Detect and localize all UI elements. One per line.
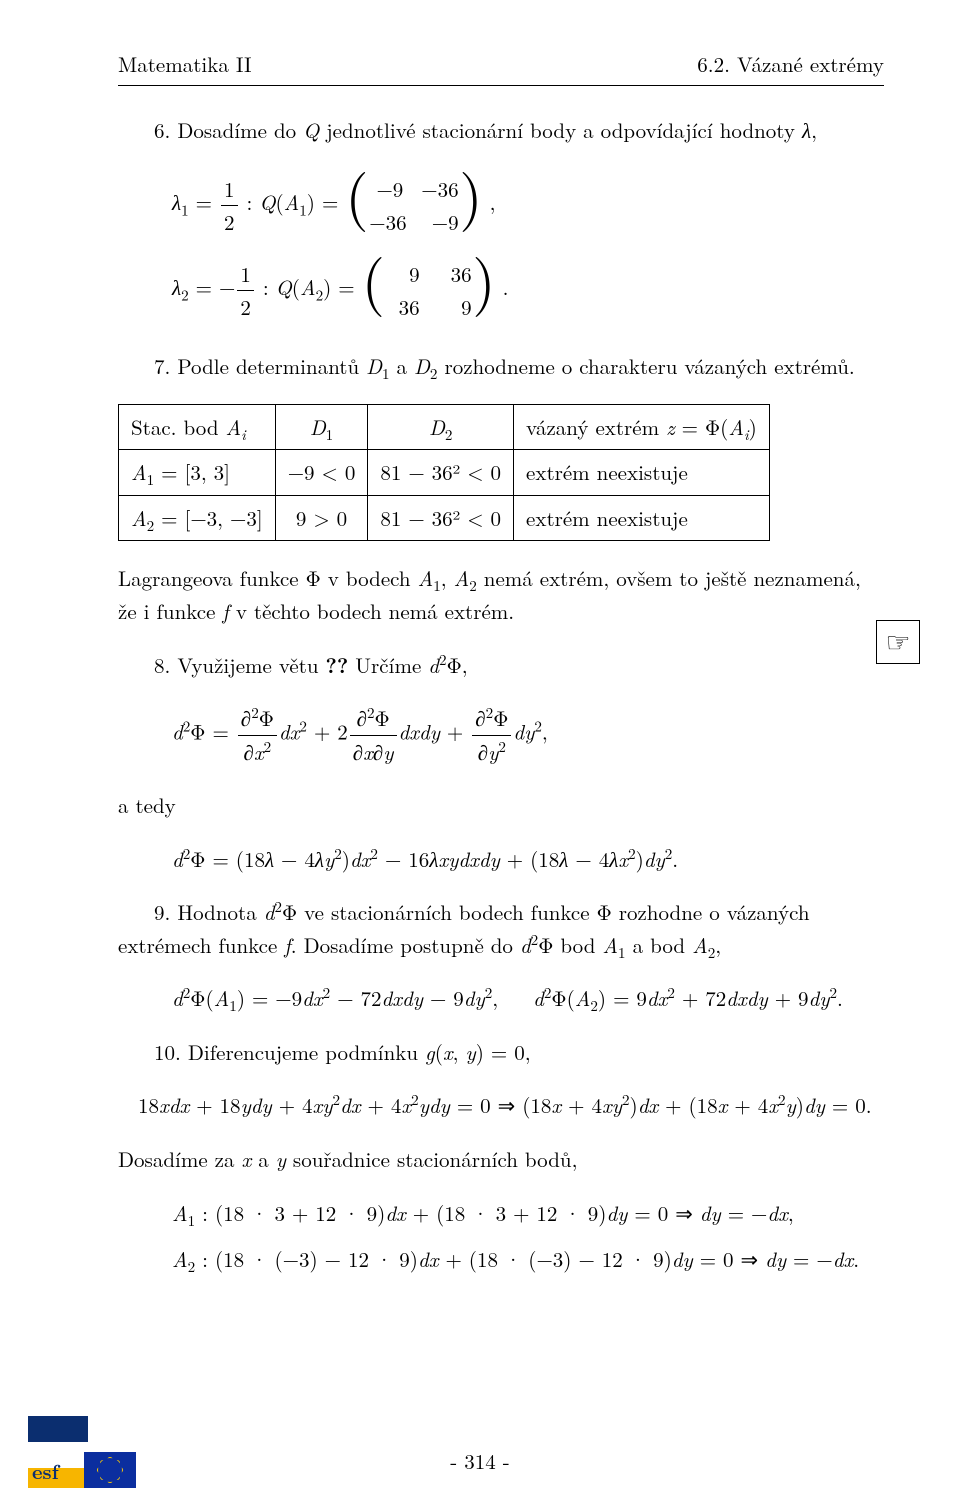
cell: 36 [438, 258, 472, 291]
td: extrém neexistuje [514, 495, 770, 541]
lparen-icon: ( [345, 163, 368, 223]
hand-glyph: ☞ [885, 620, 910, 663]
step9: 9. Hodnota d2Φ ve stacionárních bodech f… [118, 896, 884, 961]
cell: 9 [438, 291, 472, 324]
num: 1 [237, 258, 254, 291]
th: D2 [368, 404, 514, 450]
txt: : Q(A [256, 272, 316, 302]
eq-d2phi-expanded: d2Φ = (18λ − 4λy2)dx2 − 16λxydxdy + (18λ… [172, 843, 884, 876]
cell: −36 [369, 206, 406, 239]
sub: 2 [181, 284, 189, 305]
td: −9 < 0 [275, 450, 368, 496]
step10: 10. Diferencujeme podmínku g(x, y) = 0, [118, 1036, 884, 1069]
cell: −9 [425, 206, 459, 239]
page-number: - 314 - [0, 1445, 960, 1478]
eq-step10: 18xdx + 18ydy + 4xy2dx + 4x2ydy = 0 ⇒ (1… [138, 1089, 884, 1122]
txt: : Q(A [240, 187, 300, 217]
txt: = − [189, 272, 236, 302]
eq-A2: A2 : (18 · (−3) − 12 · 9)dx + (18 · (−3)… [172, 1243, 884, 1276]
td: extrém neexistuje [514, 450, 770, 496]
cell: −36 [421, 173, 458, 206]
txt: ) = [307, 187, 346, 217]
table-row: A1 = [3, 3] −9 < 0 81 − 36² < 0 extrém n… [119, 450, 770, 496]
rparen-icon: ) [459, 163, 482, 223]
frac: 12 [221, 173, 238, 239]
sub: 1 [181, 199, 189, 220]
header-left: Matematika II [118, 48, 252, 81]
eq-A1: A1 : (18 · 3 + 12 · 9)dx + (18 · 3 + 12 … [172, 1197, 884, 1230]
eq-lambda2: λ2 = −12 : Q(A2) = ( 936 369 ) . [172, 252, 884, 329]
num: 1 [221, 173, 238, 206]
matrix-1: ( −9−36 −36−9 ) [349, 167, 478, 244]
sub: 2 [316, 284, 324, 305]
header-right: 6.2. Vázané extrémy [697, 48, 884, 81]
step6-intro: 6. Dosadíme do Q jednotlivé stacionární … [118, 114, 884, 147]
para-substitute: Dosadíme za x a y souřadnice stacionární… [118, 1143, 884, 1176]
lparen-icon: ( [362, 248, 385, 308]
matrix-2: ( 936 369 ) [366, 252, 492, 329]
txt: . [496, 272, 509, 302]
den: 2 [237, 290, 254, 324]
cell: −9 [369, 173, 403, 206]
eq-d2phi-general: d2Φ = ∂2Φ∂x2dx2 + 2∂2Φ∂x∂ydxdy + ∂2Φ∂y2d… [172, 702, 884, 768]
pointing-hand-icon: ☞ [876, 620, 920, 664]
cell: 36 [386, 291, 420, 324]
running-header: Matematika II 6.2. Vázané extrémy [118, 48, 884, 81]
td: 9 > 0 [275, 495, 368, 541]
frac: 12 [237, 258, 254, 324]
den: 2 [221, 205, 238, 239]
table-row: A2 = [−3, −3] 9 > 0 81 − 36² < 0 extrém … [119, 495, 770, 541]
th: vázaný extrém z = Φ(Ai) [514, 404, 770, 450]
th: D1 [275, 404, 368, 450]
header-rule [118, 85, 884, 86]
page: Matematika II 6.2. Vázané extrémy 6. Dos… [0, 0, 960, 1510]
txt: ) = [323, 272, 362, 302]
txt: = [189, 187, 219, 217]
step7: 7. Podle determinantů D1 a D2 rozhodneme… [118, 350, 884, 383]
txt: , [483, 187, 496, 217]
cell: 9 [386, 258, 420, 291]
para-lagrange: Lagrangeova funkce Φ v bodech A1, A2 nem… [118, 562, 884, 627]
step8: 8. Využijeme větu ?? Určíme d2Φ, [118, 649, 884, 682]
th: Stac. bod Ai [119, 404, 276, 450]
eq-lambda1: λ1 = 12 : Q(A1) = ( −9−36 −36−9 ) , [172, 167, 884, 244]
sub: 1 [299, 199, 307, 220]
td: A1 = [3, 3] [119, 450, 276, 496]
eq-d2phi-at-A: d2Φ(A1) = −9dx2 − 72dxdy − 9dy2, d2Φ(A2)… [172, 982, 884, 1015]
rparen-icon: ) [472, 248, 495, 308]
extrema-table: Stac. bod Ai D1 D2 vázaný extrém z = Φ(A… [118, 404, 770, 542]
td: 81 − 36² < 0 [368, 450, 514, 496]
td: 81 − 36² < 0 [368, 495, 514, 541]
a-tedy: a tedy [118, 789, 884, 822]
table-row: Stac. bod Ai D1 D2 vázaný extrém z = Φ(A… [119, 404, 770, 450]
td: A2 = [−3, −3] [119, 495, 276, 541]
